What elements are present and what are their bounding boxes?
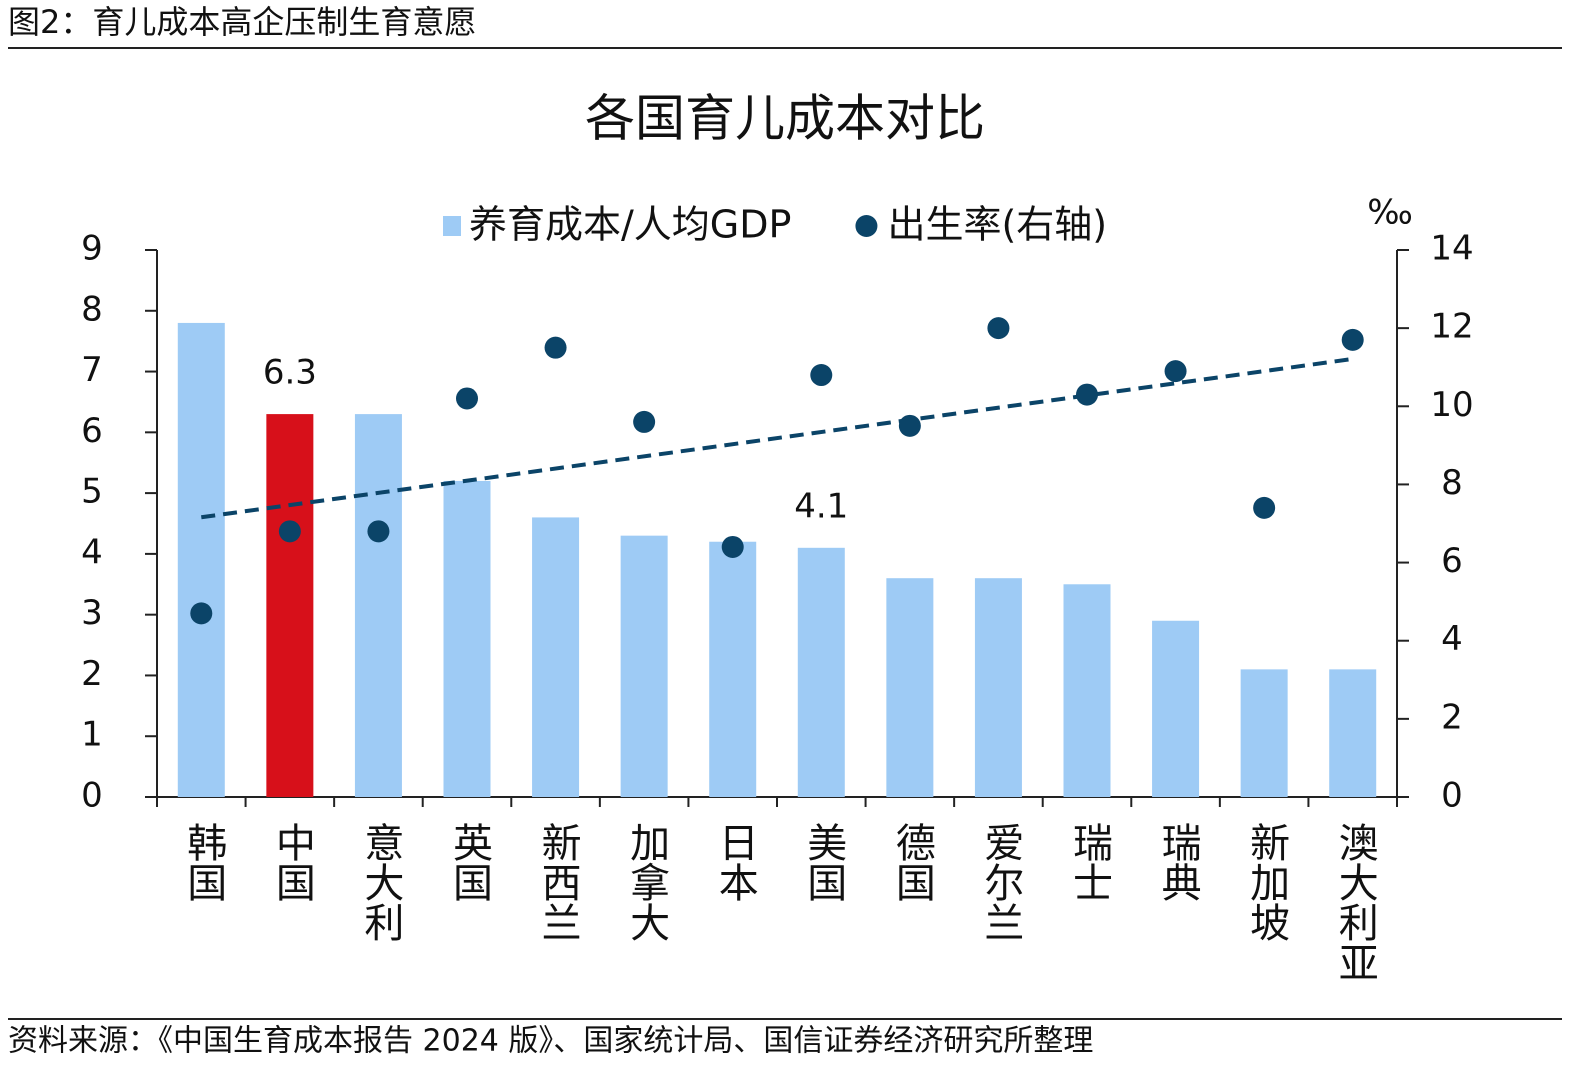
dot [1341,328,1364,351]
dot [898,414,921,437]
x-tick-label: 爱尔兰 [977,822,1023,942]
y-tick-label: 5 [81,472,103,512]
x-tick-label: 加拿大 [623,822,669,942]
dot [810,364,833,387]
x-tick-label: 澳大利亚 [1332,822,1378,982]
bar [1240,669,1288,797]
y2-tick-label: 12 [1430,307,1473,347]
data-label: 6.3 [263,353,317,393]
bar [1063,584,1111,797]
y2-tick-label: 4 [1441,619,1463,659]
dot [633,410,656,433]
y2-tick-label: 0 [1441,776,1463,816]
dot [721,535,744,558]
x-tick-label: 意大利 [357,822,403,942]
x-tick-label: 英国 [446,822,492,902]
bar [886,578,934,797]
bar [974,578,1022,797]
dot [987,317,1010,340]
bar [443,480,491,797]
bar [177,322,225,797]
dot [190,602,213,625]
bar [354,414,402,797]
bar [709,541,757,797]
y-tick-label: 3 [81,593,103,633]
x-tick-label: 新加坡 [1243,822,1289,942]
legend-marker [443,216,461,236]
y2-tick-label: 14 [1430,229,1473,269]
legend-label: 养育成本/人均GDP [469,203,791,247]
y-tick-label: 9 [81,229,103,269]
x-tick-label: 德国 [889,822,935,902]
y-tick-label: 6 [81,411,103,451]
y-tick-label: 7 [81,350,103,390]
x-tick-label: 中国 [269,822,315,902]
legend-label: 出生率(右轴) [887,203,1107,247]
y-tick-label: 4 [81,532,103,572]
trend-line [201,356,1353,520]
header: 图2：育儿成本高企压制生育意愿 [8,3,476,41]
dot [1164,360,1187,383]
bar [266,414,314,797]
y2-tick-label: 10 [1430,385,1473,425]
y-tick-label: 2 [81,654,103,694]
x-tick-label: 韩国 [180,822,226,902]
x-tick-label: 日本 [712,822,758,902]
y2-tick-label: 8 [1441,463,1463,503]
bar [532,517,580,797]
legend-marker [855,215,878,237]
source: 资料来源：《中国生育成本报告 2024 版》、国家统计局、国信证券经济研究所整理 [8,1024,1093,1059]
bar [797,547,845,797]
dot [1253,496,1276,519]
y2-tick-label: 2 [1441,697,1463,737]
bar [1329,669,1377,797]
x-tick-label: 新西兰 [535,822,581,942]
y-tick-label: 1 [81,715,103,755]
dot [367,520,390,543]
y2-unit: ‰ [1367,193,1413,233]
dot [278,520,301,543]
x-tick-label: 瑞典 [1155,822,1201,902]
dot [456,387,478,410]
bar [1152,620,1200,797]
y-tick-label: 8 [81,289,103,329]
data-label: 4.1 [794,486,848,526]
bar [620,535,668,797]
y-tick-label: 0 [81,776,103,816]
dot [1076,383,1098,406]
x-tick-label: 美国 [800,822,846,902]
dot [544,336,567,359]
y2-tick-label: 6 [1441,541,1463,581]
chart-title: 各国育儿成本对比 [585,90,985,148]
x-tick-label: 瑞士 [1066,822,1112,902]
